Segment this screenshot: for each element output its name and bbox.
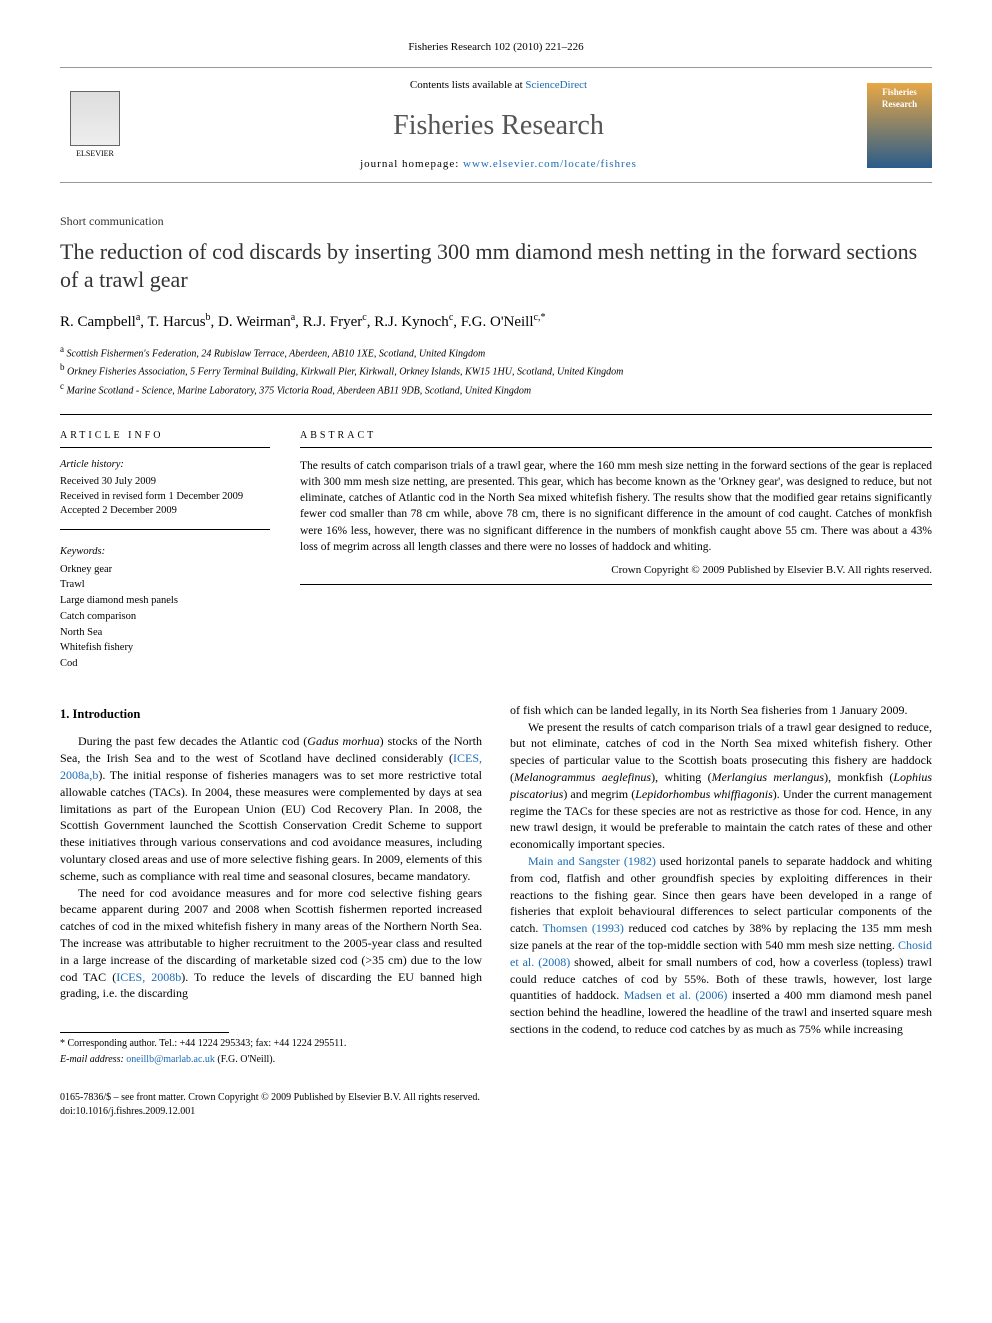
corresponding-email-link[interactable]: oneillb@marlab.ac.uk bbox=[126, 1054, 215, 1065]
abstract-heading: ABSTRACT bbox=[300, 429, 932, 448]
keyword: North Sea bbox=[60, 625, 270, 641]
journal-name: Fisheries Research bbox=[150, 106, 847, 145]
journal-cover-thumbnail: Fisheries Research bbox=[867, 83, 932, 168]
contents-available-line: Contents lists available at ScienceDirec… bbox=[150, 78, 847, 93]
citation-header: Fisheries Research 102 (2010) 221–226 bbox=[60, 40, 932, 55]
article-info-column: ARTICLE INFO Article history: Received 3… bbox=[60, 429, 270, 672]
footnote-rule bbox=[60, 1032, 229, 1033]
body-paragraph: Main and Sangster (1982) used horizontal… bbox=[510, 853, 932, 1038]
cover-title: Fisheries Research bbox=[870, 86, 929, 111]
elsevier-logo: ELSEVIER bbox=[60, 85, 130, 165]
journal-header-box: ELSEVIER Contents lists available at Sci… bbox=[60, 67, 932, 183]
article-info-heading: ARTICLE INFO bbox=[60, 429, 270, 448]
doi-line: doi:10.1016/j.fishres.2009.12.001 bbox=[60, 1105, 932, 1119]
email-label: E-mail address: bbox=[60, 1054, 124, 1065]
keyword: Whitefish fishery bbox=[60, 640, 270, 656]
abstract-copyright: Crown Copyright © 2009 Published by Else… bbox=[300, 563, 932, 578]
corresponding-author-note: * Corresponding author. Tel.: +44 1224 2… bbox=[60, 1037, 482, 1051]
section-1-heading: 1. Introduction bbox=[60, 706, 482, 724]
keyword: Cod bbox=[60, 656, 270, 672]
keyword: Large diamond mesh panels bbox=[60, 593, 270, 609]
history-line: Received 30 July 2009 bbox=[60, 475, 270, 490]
affiliation-list: a Scottish Fishermen's Federation, 24 Ru… bbox=[60, 343, 932, 398]
body-paragraph: The need for cod avoidance measures and … bbox=[60, 885, 482, 1003]
history-line: Received in revised form 1 December 2009 bbox=[60, 490, 270, 505]
history-line: Accepted 2 December 2009 bbox=[60, 504, 270, 519]
abstract-column: ABSTRACT The results of catch comparison… bbox=[300, 429, 932, 672]
keywords-block: Keywords: Orkney gear Trawl Large diamon… bbox=[60, 544, 270, 672]
sciencedirect-link[interactable]: ScienceDirect bbox=[525, 79, 587, 91]
article-title: The reduction of cod discards by inserti… bbox=[60, 238, 932, 293]
page-footer: 0165-7836/$ – see front matter. Crown Co… bbox=[60, 1085, 932, 1119]
abstract-text: The results of catch comparison trials o… bbox=[300, 458, 932, 555]
article-history-block: Article history: Received 30 July 2009 R… bbox=[60, 458, 270, 530]
body-paragraph: of fish which can be landed legally, in … bbox=[510, 702, 932, 719]
info-abstract-row: ARTICLE INFO Article history: Received 3… bbox=[60, 414, 932, 672]
header-center: Contents lists available at ScienceDirec… bbox=[150, 78, 847, 172]
abstract-rule bbox=[300, 584, 932, 585]
keyword: Trawl bbox=[60, 577, 270, 593]
elsevier-label: ELSEVIER bbox=[76, 148, 114, 159]
body-paragraph: We present the results of catch comparis… bbox=[510, 719, 932, 853]
corresponding-email-line: E-mail address: oneillb@marlab.ac.uk (F.… bbox=[60, 1053, 482, 1067]
issn-copyright-line: 0165-7836/$ – see front matter. Crown Co… bbox=[60, 1091, 932, 1105]
history-label: Article history: bbox=[60, 458, 270, 473]
keywords-label: Keywords: bbox=[60, 544, 270, 560]
homepage-prefix: journal homepage: bbox=[360, 158, 463, 170]
keyword: Orkney gear bbox=[60, 562, 270, 578]
article-type-label: Short communication bbox=[60, 213, 932, 230]
contents-prefix: Contents lists available at bbox=[410, 79, 525, 91]
elsevier-tree-icon bbox=[70, 91, 120, 146]
journal-homepage-line: journal homepage: www.elsevier.com/locat… bbox=[150, 157, 847, 172]
journal-homepage-link[interactable]: www.elsevier.com/locate/fishres bbox=[463, 158, 637, 170]
email-person: (F.G. O'Neill). bbox=[217, 1054, 275, 1065]
body-paragraph: During the past few decades the Atlantic… bbox=[60, 733, 482, 884]
body-two-columns: 1. Introduction During the past few deca… bbox=[60, 702, 932, 1067]
author-list: R. Campbella, T. Harcusb, D. Weirmana, R… bbox=[60, 311, 932, 333]
keyword: Catch comparison bbox=[60, 609, 270, 625]
